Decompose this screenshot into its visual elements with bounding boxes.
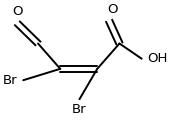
Text: O: O — [107, 3, 117, 16]
Text: O: O — [12, 5, 23, 18]
Text: OH: OH — [148, 52, 168, 65]
Text: Br: Br — [3, 74, 17, 87]
Text: Br: Br — [72, 103, 87, 116]
